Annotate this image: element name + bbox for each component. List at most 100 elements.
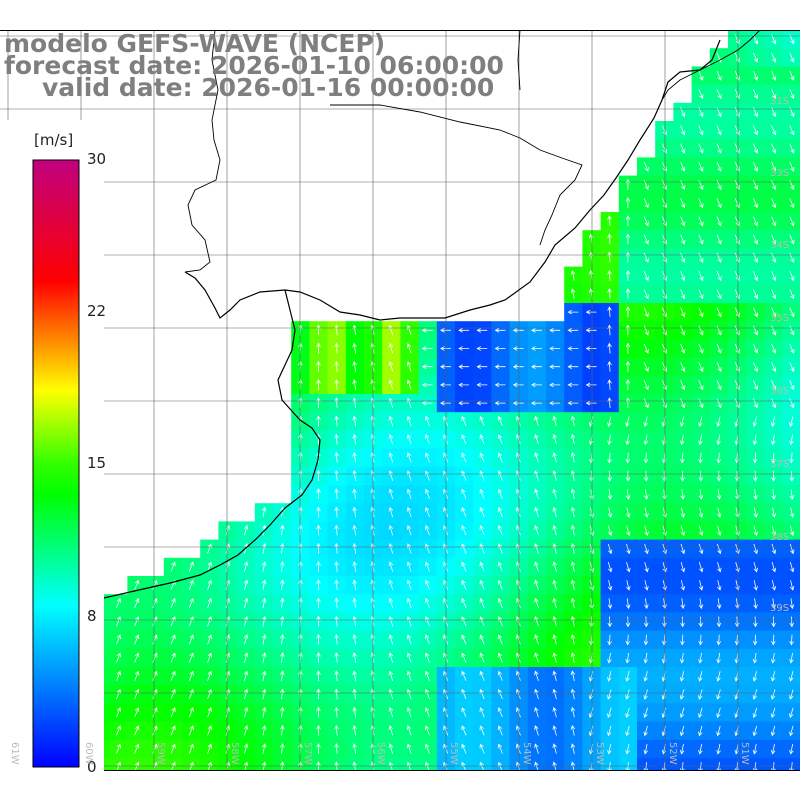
wind-arrow xyxy=(461,452,467,463)
wind-arrow xyxy=(589,543,595,555)
colorbar-tick: 30 xyxy=(87,150,107,168)
wind-arrow xyxy=(316,488,321,500)
wind-arrow xyxy=(567,328,579,333)
wind-arrow xyxy=(734,125,740,136)
wind-arrow xyxy=(789,270,795,282)
wind-arrow xyxy=(424,652,430,663)
wind-arrow xyxy=(661,216,668,227)
wind-arrow xyxy=(207,579,213,590)
wind-arrow xyxy=(479,506,485,518)
wind-arrow xyxy=(625,215,631,227)
wind-arrow xyxy=(334,561,339,572)
wind-arrow xyxy=(534,561,539,572)
wind-arrow xyxy=(406,579,412,590)
wind-arrow xyxy=(717,543,722,555)
wind-arrow xyxy=(680,561,686,573)
wind-arrow xyxy=(406,634,412,645)
wind-arrow xyxy=(152,597,158,609)
wind-arrow xyxy=(316,379,321,390)
wind-arrow xyxy=(607,507,613,518)
wind-arrow xyxy=(552,688,557,700)
wind-arrow xyxy=(461,743,467,754)
wind-arrow xyxy=(716,70,722,81)
wind-arrow xyxy=(134,579,140,590)
wind-arrow xyxy=(752,270,759,282)
wind-arrow xyxy=(789,289,795,300)
wind-cell xyxy=(782,485,800,504)
wind-arrow xyxy=(243,634,249,645)
wind-arrow xyxy=(789,198,795,209)
wind-arrow xyxy=(479,488,485,499)
wind-arrow xyxy=(549,400,561,406)
wind-arrow xyxy=(352,633,357,645)
wind-arrow xyxy=(531,382,542,388)
wind-arrow xyxy=(662,470,667,482)
wind-arrow xyxy=(406,743,412,754)
wind-arrow xyxy=(497,488,503,499)
wind-arrow xyxy=(789,252,795,263)
wind-arrow xyxy=(152,579,158,590)
wind-arrow xyxy=(567,346,579,351)
wind-arrow xyxy=(771,252,777,263)
colorbar-tick: 22 xyxy=(87,302,107,320)
wind-arrow xyxy=(770,725,776,737)
lon-label: 56W xyxy=(375,742,386,765)
wind-arrow xyxy=(680,307,686,318)
wind-arrow xyxy=(771,234,777,245)
wind-arrow xyxy=(316,652,321,663)
wind-arrow xyxy=(552,706,557,718)
lon-label: 55W xyxy=(448,742,459,765)
wind-arrow xyxy=(607,543,613,555)
wind-arrow xyxy=(734,380,740,391)
wind-arrow xyxy=(316,670,321,682)
wind-arrow xyxy=(352,451,357,463)
wind-arrow xyxy=(789,343,795,354)
wind-arrow xyxy=(243,579,249,591)
wind-arrow xyxy=(316,506,321,518)
wind-arrow xyxy=(388,452,394,463)
wind-arrow xyxy=(607,379,612,390)
wind-arrow xyxy=(679,743,685,755)
wind-cell xyxy=(782,66,800,86)
wind-arrow xyxy=(570,743,576,754)
wind-arrow xyxy=(406,615,412,627)
wind-arrow xyxy=(170,652,176,663)
wind-arrow xyxy=(734,179,740,191)
wind-arrow xyxy=(352,706,357,718)
wind-arrow xyxy=(388,361,394,372)
wind-arrow xyxy=(497,725,503,736)
wind-arrow xyxy=(534,415,539,427)
wind-arrow xyxy=(207,616,213,627)
wind-arrow xyxy=(170,634,176,645)
wind-arrow xyxy=(534,543,539,554)
wind-arrow xyxy=(607,288,612,299)
wind-arrow xyxy=(625,470,631,482)
wind-arrow xyxy=(734,143,740,154)
wind-arrow xyxy=(316,706,321,718)
wind-arrow xyxy=(497,634,503,645)
coastline xyxy=(0,39,721,613)
wind-arrow xyxy=(352,433,357,445)
wind-arrow xyxy=(406,706,412,718)
wind-arrow xyxy=(716,270,722,282)
wind-arrow xyxy=(625,397,631,409)
wind-arrow xyxy=(625,598,631,610)
wind-arrow xyxy=(497,415,503,427)
wind-arrow xyxy=(789,470,795,482)
wind-arrow xyxy=(280,542,285,554)
wind-arrow xyxy=(207,561,213,572)
wind-arrow xyxy=(188,579,194,590)
colorbar-tick: 0 xyxy=(87,758,97,776)
wind-arrow xyxy=(734,161,740,172)
wind-arrow xyxy=(625,288,631,299)
wind-arrow xyxy=(716,361,722,373)
wind-arrow xyxy=(643,398,649,409)
wind-arrow xyxy=(734,398,740,409)
wind-arrow xyxy=(534,725,539,736)
wind-arrow xyxy=(698,689,703,700)
wind-arrow xyxy=(479,525,485,536)
wind-arrow xyxy=(552,452,557,463)
wind-arrow xyxy=(406,543,412,554)
wind-arrow xyxy=(771,343,777,354)
wind-arrow xyxy=(116,616,122,627)
